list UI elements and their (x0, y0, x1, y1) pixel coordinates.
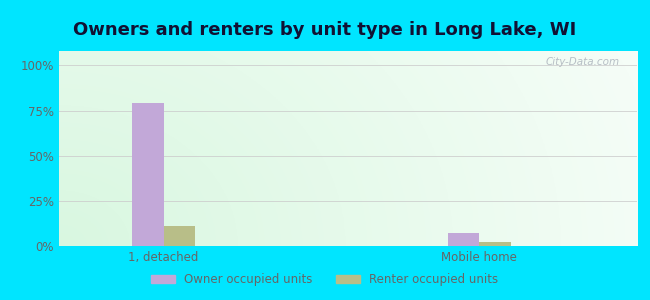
Bar (164, 226, 195, 246)
Legend: Owner occupied units, Renter occupied units: Owner occupied units, Renter occupied un… (147, 269, 503, 291)
Text: Owners and renters by unit type in Long Lake, WI: Owners and renters by unit type in Long … (73, 21, 577, 39)
Bar (479, 242, 511, 246)
Bar (132, 103, 164, 246)
Bar (448, 233, 479, 246)
Text: City-Data.com: City-Data.com (545, 57, 619, 67)
